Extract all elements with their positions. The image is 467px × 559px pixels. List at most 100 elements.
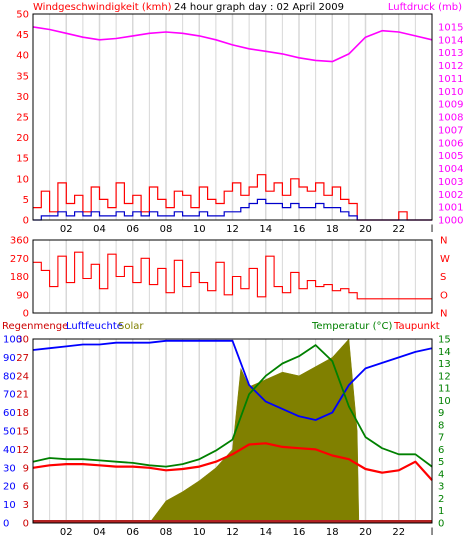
direction-left-tick-label: 90: [16, 290, 29, 301]
humidity-tick-label: 80: [3, 371, 16, 382]
humidity-temperature-panel: 0369121518212427300102030405060708090100…: [3, 335, 451, 539]
wind-left-tick-label: 10: [16, 174, 29, 185]
rain-left-tick-label: 27: [16, 353, 29, 364]
direction-frame: [32, 239, 433, 314]
temperature-right-tick-label: 8: [438, 420, 444, 431]
rain-left-tick-label: 3: [23, 500, 29, 511]
humidity-tick-label: 30: [3, 463, 16, 474]
wind-left-tick-label: 35: [16, 71, 29, 82]
rain-left-tick-label: 15: [16, 427, 29, 438]
wind-speed-series: [33, 174, 432, 221]
humidity-tick-label: 50: [3, 427, 16, 438]
temperature-right-tick-label: 5: [438, 457, 444, 468]
wind-x-tick-label: 14: [259, 224, 272, 235]
wind-x-tick-label: 08: [160, 224, 173, 235]
direction-left-tick-label: 180: [10, 272, 29, 283]
climate-x-tick-label: 02: [60, 527, 73, 538]
wind-left-tick-label: 25: [16, 113, 29, 124]
temperature-right-tick-label: 2: [438, 494, 444, 505]
climate-x-tick-label: 04: [93, 527, 106, 538]
direction-left-tick-label: 270: [10, 254, 29, 265]
rain-left-tick-label: 18: [16, 408, 29, 419]
rain-left-tick-label: 9: [23, 463, 29, 474]
climate-x-tick-label: l: [431, 527, 434, 538]
wind-x-tick-label: 22: [392, 224, 405, 235]
dewpoint-series: [32, 442, 433, 481]
humidity-tick-label: 100: [3, 335, 22, 346]
wind-x-tick-label: 10: [193, 224, 206, 235]
temperature-right-tick-label: 12: [438, 371, 451, 382]
pressure-right-tick-label: 1001: [438, 203, 463, 214]
wind-average-series: [33, 198, 432, 221]
temperature-right-tick-label: 6: [438, 445, 444, 456]
pressure-right-tick-label: 1000: [438, 216, 463, 227]
pressure-right-tick-label: 1015: [438, 22, 463, 33]
direction-left-tick-label: 360: [10, 236, 29, 247]
humidity-tick-label: 20: [3, 482, 16, 493]
pressure-right-tick-label: 1012: [438, 61, 463, 72]
solar-series: [33, 338, 432, 524]
wind-x-tick-label: 20: [359, 224, 372, 235]
graph-title: 24 hour graph day : 02 April 2009: [174, 2, 344, 13]
direction-left-tick-label: 0: [23, 309, 29, 320]
temperature-right-tick-label: 11: [438, 384, 451, 395]
temperature-right-tick-label: 4: [438, 469, 444, 480]
rain-left-tick-label: 6: [23, 482, 29, 493]
pressure-right-tick-label: 1008: [438, 113, 463, 124]
humidity-tick-label: 70: [3, 390, 16, 401]
pressure-right-tick-label: 1007: [438, 125, 463, 136]
wind-left-tick-label: 50: [16, 10, 29, 21]
wind-left-tick-label: 15: [16, 154, 29, 165]
temperature-right-tick-label: 9: [438, 408, 444, 419]
pressure-right-tick-label: 1009: [438, 100, 463, 111]
wind-x-tick-label: 02: [60, 224, 73, 235]
pressure-right-tick-label: 1010: [438, 87, 463, 98]
temperature-right-tick-label: 0: [438, 519, 444, 530]
rain-left-tick-label: 12: [16, 445, 29, 456]
temperature-right-tick-label: 1: [438, 506, 444, 517]
climate-x-tick-label: 14: [259, 527, 272, 538]
humidity-series: [32, 339, 433, 421]
pressure-right-tick-label: 1005: [438, 151, 463, 162]
rain-left-tick-label: 0: [23, 519, 29, 530]
compass-tick-label: W: [440, 254, 450, 265]
pressure-right-tick-label: 1013: [438, 48, 463, 59]
compass-tick-label: N: [440, 236, 447, 247]
humidity-tick-label: 40: [3, 445, 16, 456]
rain-left-tick-label: 30: [16, 335, 29, 346]
humidity-tick-label: 90: [3, 353, 16, 364]
compass-tick-label: S: [440, 272, 446, 283]
wind-x-tick-label: 18: [326, 224, 339, 235]
pressure-right-tick-label: 1002: [438, 190, 463, 201]
climate-frame: [32, 338, 433, 524]
wind-pressure-panel: 0510152025303540455010001001100210031004…: [16, 10, 463, 236]
pressure-right-tick-label: 1011: [438, 74, 463, 85]
wind-x-tick-label: 12: [226, 224, 239, 235]
wind-frame: [32, 13, 433, 221]
wind-x-tick-label: 04: [93, 224, 106, 235]
temperature-right-tick-label: 3: [438, 482, 444, 493]
humidity-tick-label: 60: [3, 408, 16, 419]
wind-left-tick-label: 0: [23, 216, 29, 227]
wind-left-tick-label: 30: [16, 92, 29, 103]
pressure-axis-title: Luftdruck (mb): [388, 2, 462, 13]
pressure-right-tick-label: 1014: [438, 35, 463, 46]
wind-left-tick-label: 5: [23, 195, 29, 206]
compass-tick-label: N: [440, 309, 447, 320]
temperature-right-tick-label: 15: [438, 335, 451, 346]
temperature-legend-label: Temperatur (°C): [311, 321, 392, 332]
humidity-tick-label: 10: [3, 500, 16, 511]
humidity-tick-label: 0: [3, 519, 9, 530]
climate-x-tick-label: 20: [359, 527, 372, 538]
temperature-right-tick-label: 13: [438, 359, 451, 370]
pressure-right-tick-label: 1003: [438, 177, 463, 188]
climate-x-tick-label: 10: [193, 527, 206, 538]
wind-x-tick-label: l: [431, 224, 434, 235]
humidity-legend-label: Luftfeuchte: [66, 321, 123, 332]
pressure-right-tick-label: 1006: [438, 138, 463, 149]
climate-x-tick-label: 12: [226, 527, 239, 538]
compass-tick-label: O: [440, 290, 448, 301]
wind-x-tick-label: 16: [293, 224, 306, 235]
temperature-right-tick-label: 10: [438, 396, 451, 407]
